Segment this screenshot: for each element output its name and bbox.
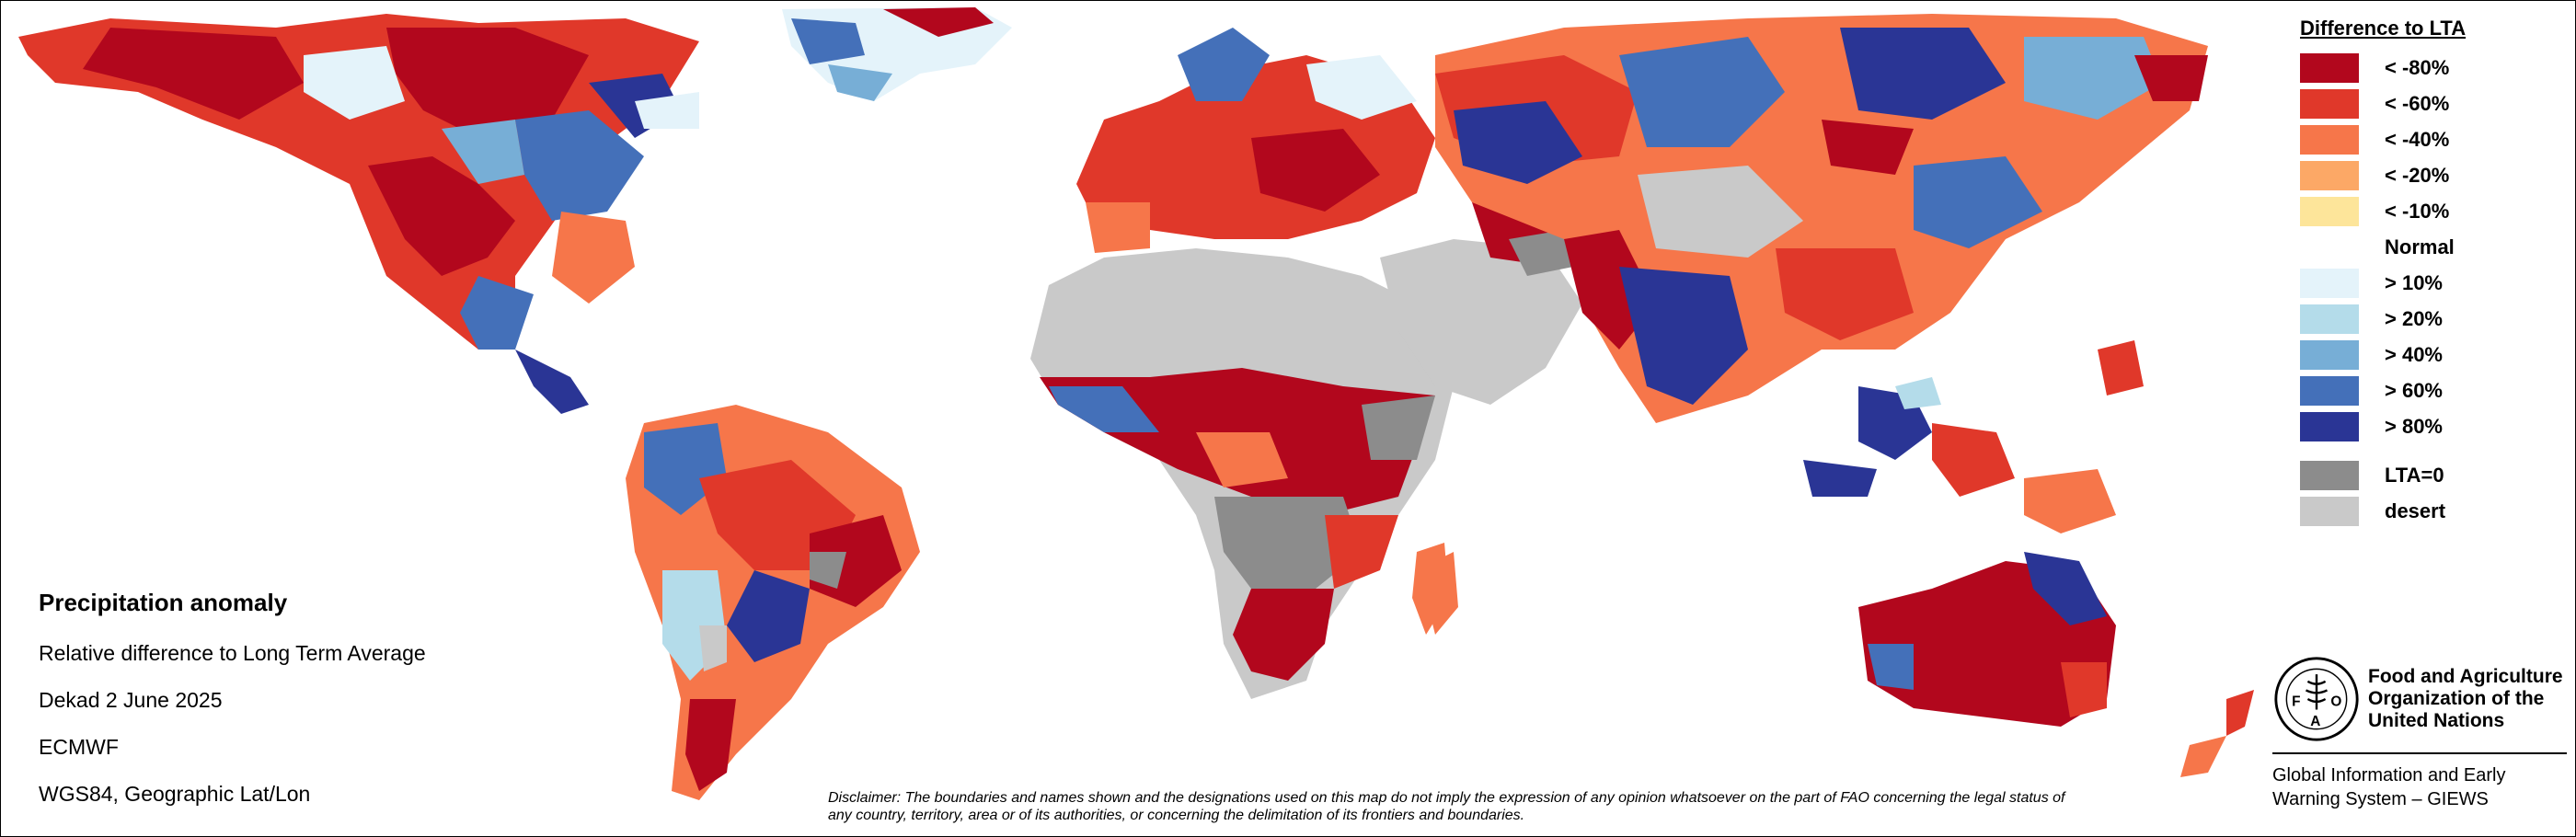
southeast-asia (1803, 340, 2144, 533)
fao-block: F A O Food and Agriculture Organization … (2272, 655, 2567, 811)
legend-row-9: > 60% (2300, 373, 2567, 408)
map-projection: WGS84, Geographic Lat/Lon (39, 782, 311, 806)
legend-extra-row-0: LTA=0 (2300, 457, 2567, 493)
legend-swatch (2300, 52, 2359, 83)
legend-title: Difference to LTA (2300, 17, 2467, 40)
fao-name: Food and Agriculture Organization of the… (2368, 666, 2563, 732)
europe (1076, 28, 1435, 253)
map-title: Precipitation anomaly (39, 589, 288, 616)
legend-swatch (2300, 124, 2359, 155)
south-america (626, 405, 920, 800)
new-zealand (2180, 690, 2254, 777)
legend-extra-row-1: desert (2300, 493, 2567, 529)
fao-name-line2: Organization of the (2368, 688, 2545, 709)
legend-label: < -10% (2385, 199, 2450, 223)
legend: Difference to LTA < -80% < -60% < -40% < -2… (2300, 17, 2567, 529)
map-subtitle: Relative difference to Long Term Average (39, 641, 426, 665)
madagascar (1426, 552, 1458, 635)
north-america (18, 14, 699, 414)
legend-row-6: > 10% (2300, 265, 2567, 301)
legend-row-8: > 40% (2300, 337, 2567, 373)
australia (1858, 552, 2116, 727)
legend-row-4: < -10% (2300, 193, 2567, 229)
legend-label: < -80% (2385, 55, 2450, 79)
legend-items: < -80% < -60% < -40% < -20% < -10% Normal > 10… (2300, 50, 2567, 444)
legend-swatch (2300, 375, 2359, 406)
legend-label: Normal (2385, 235, 2455, 258)
fao-divider (2272, 752, 2567, 754)
asia (1435, 14, 2208, 423)
legend-swatch (2300, 496, 2359, 526)
greenland (782, 7, 1012, 101)
giews-line1: Global Information and Early (2272, 765, 2506, 785)
legend-swatch (2300, 196, 2359, 226)
map-source: ECMWF (39, 735, 119, 759)
disclaimer: Disclaimer: The boundaries and names sho… (828, 790, 2065, 823)
legend-swatch (2300, 268, 2359, 298)
legend-label: < -40% (2385, 127, 2450, 151)
giews-line2: Warning System – GIEWS (2272, 789, 2489, 809)
legend-swatch (2300, 88, 2359, 119)
legend-label: desert (2385, 499, 2446, 522)
legend-row-10: > 80% (2300, 408, 2567, 444)
legend-label: > 10% (2385, 270, 2443, 294)
fao-name-line1: Food and Agriculture (2368, 666, 2563, 687)
legend-swatch (2300, 160, 2359, 190)
map-info: Precipitation anomaly Relative differenc… (39, 589, 426, 829)
legend-row-5: Normal (2300, 229, 2567, 265)
legend-label: > 80% (2385, 414, 2443, 438)
legend-row-2: < -40% (2300, 121, 2567, 157)
fao-logo-icon: F A O (2274, 657, 2359, 741)
legend-row-1: < -60% (2300, 86, 2567, 121)
legend-swatch (2300, 339, 2359, 370)
fao-name-line3: United Nations (2368, 710, 2505, 731)
legend-extra: LTA=0 desert (2300, 457, 2567, 529)
legend-label: < -60% (2385, 91, 2450, 115)
giews-label: Global Information and Early Warning Sys… (2272, 763, 2567, 811)
legend-row-3: < -20% (2300, 157, 2567, 193)
legend-swatch (2300, 411, 2359, 441)
legend-label: < -20% (2385, 163, 2450, 187)
legend-label: > 20% (2385, 306, 2443, 330)
legend-label: LTA=0 (2385, 463, 2444, 487)
svg-text:A: A (2310, 714, 2320, 729)
svg-text:F: F (2292, 694, 2300, 710)
legend-row-7: > 20% (2300, 301, 2567, 337)
legend-swatch (2300, 460, 2359, 490)
legend-row-0: < -80% (2300, 50, 2567, 86)
legend-label: > 60% (2385, 378, 2443, 402)
svg-text:O: O (2330, 694, 2341, 710)
legend-swatch (2300, 304, 2359, 334)
map-period: Dekad 2 June 2025 (39, 688, 223, 712)
africa (1030, 248, 1454, 699)
legend-label: > 40% (2385, 342, 2443, 366)
